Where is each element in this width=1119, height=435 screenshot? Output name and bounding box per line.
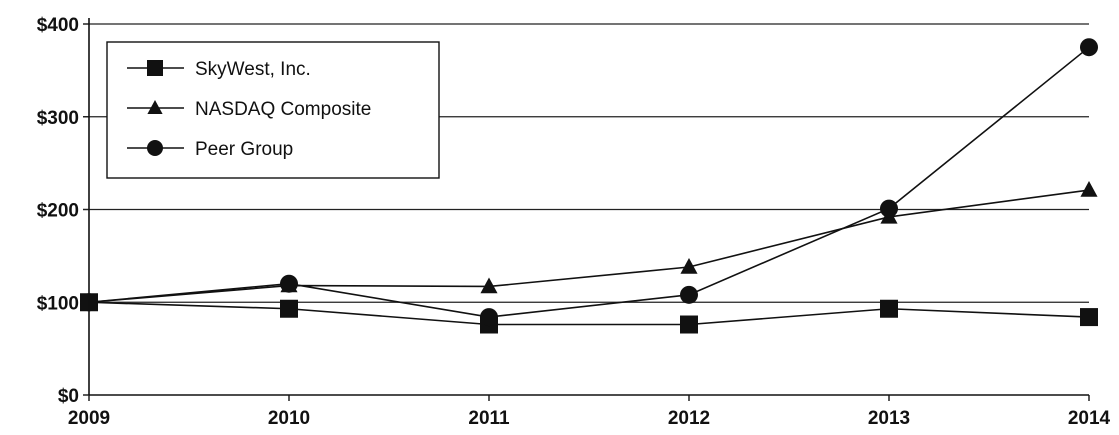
legend-item-0: SkyWest, Inc. [127,59,311,80]
y-tick-label: $400 [37,15,79,36]
axes [88,18,1089,396]
legend: SkyWest, Inc. NASDAQ Composite Peer Group [106,41,440,179]
data-point-triangle [480,277,498,294]
x-tick-label: 2011 [468,408,510,429]
legend-marker-triangle [147,100,163,114]
x-tick-label: 2012 [668,408,710,429]
series-line [88,46,1090,318]
y-axis-tick-labels: $0 $100 $200 $300 $400 [37,15,79,407]
y-tick-label: $200 [37,201,79,222]
data-point-circle [480,308,498,327]
legend-label: SkyWest, Inc. [195,59,311,80]
series-group [80,38,1098,334]
legend-label: NASDAQ Composite [195,99,371,120]
data-point-circle [880,199,898,218]
legend-marker-circle [147,140,163,156]
series-line [88,189,1090,304]
series-1 [80,181,1098,309]
data-point-square [280,299,298,318]
y-tick-label: $100 [37,293,79,314]
x-axis-tick-labels: 2009 2010 2011 2012 2013 2014 [68,408,1111,429]
legend-marker-square [147,60,163,76]
x-tick-label: 2013 [868,408,910,429]
legend-item-1: NASDAQ Composite [127,99,371,120]
series-2 [80,38,1098,327]
x-tick-label: 2014 [1068,408,1111,429]
y-tick-label: $0 [58,386,79,407]
series-line [88,301,1090,326]
data-point-square [1080,308,1098,327]
data-point-triangle [1080,181,1098,197]
x-tick-label: 2009 [68,408,110,429]
y-tick-label: $300 [37,108,79,129]
legend-label: Peer Group [195,139,293,160]
data-point-circle [680,285,698,304]
data-point-circle [1080,38,1098,57]
data-point-square [680,315,698,334]
data-point-square [880,299,898,318]
series-0 [80,293,1098,334]
x-tick-label: 2010 [268,408,310,429]
legend-item-2: Peer Group [127,139,293,160]
data-point-circle [280,274,298,293]
data-point-triangle [680,258,698,274]
